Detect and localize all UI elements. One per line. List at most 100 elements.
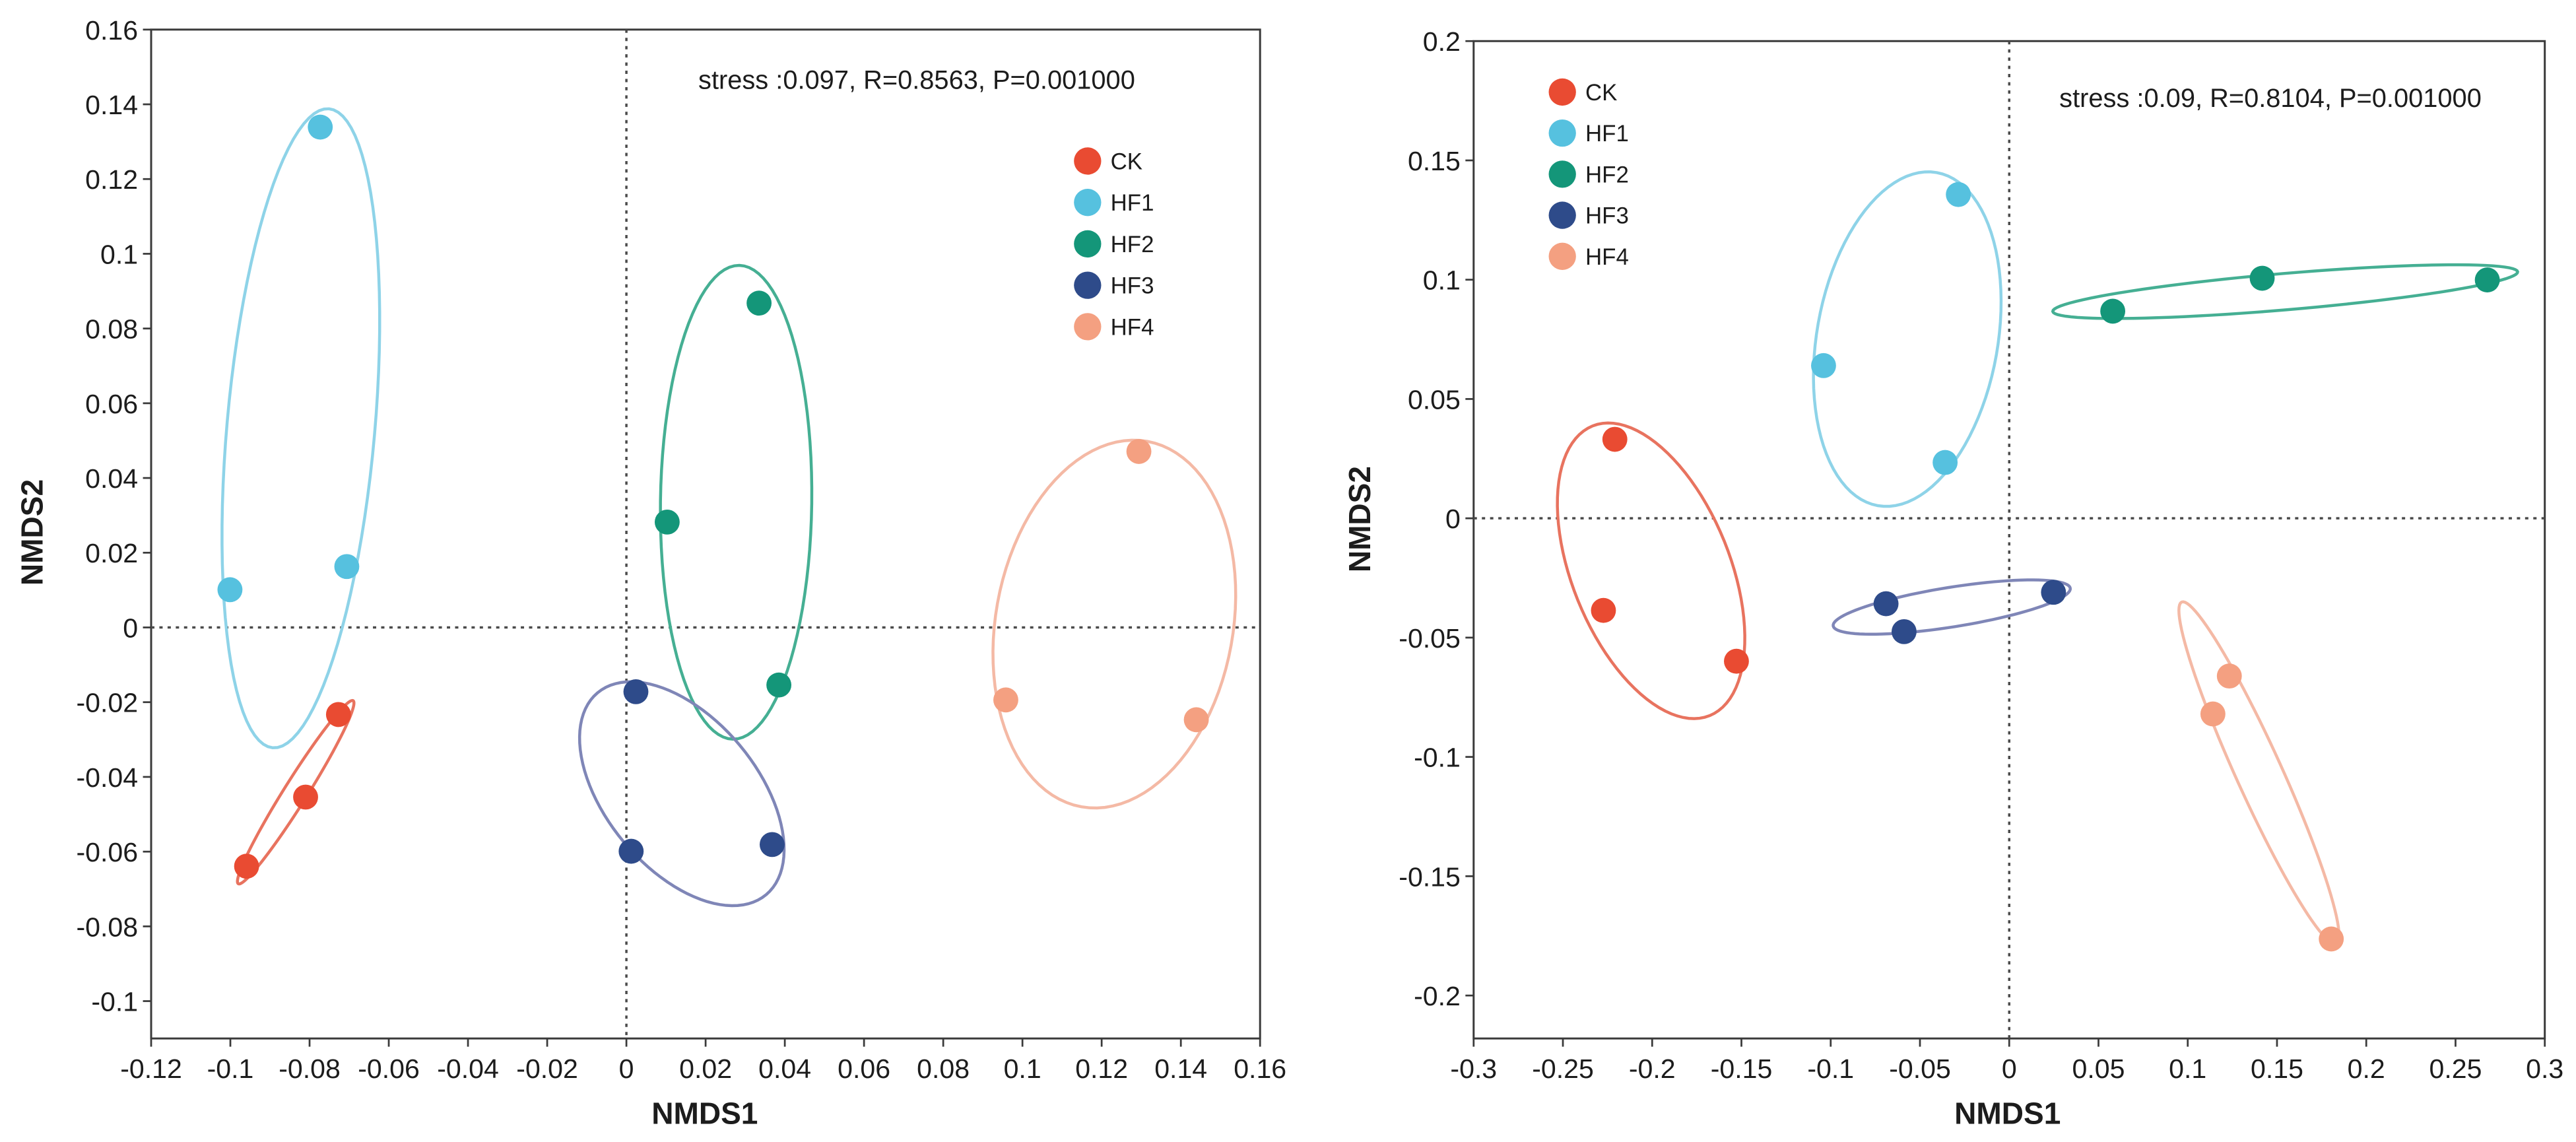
- hf4-point: [2319, 926, 2344, 952]
- legend-label-ck: CK: [1111, 149, 1142, 174]
- hf3-point: [1873, 591, 1899, 617]
- legend-label-hf1: HF1: [1585, 121, 1629, 147]
- y-tick-label: 0.14: [85, 90, 138, 120]
- x-tick-label: 0.16: [1234, 1054, 1286, 1084]
- legend-label-hf3: HF3: [1585, 203, 1629, 229]
- x-tick-label: -0.1: [207, 1054, 254, 1084]
- hf1-point: [217, 577, 243, 603]
- hf3-point: [618, 838, 644, 864]
- nmds-panel-left: -0.12 -0.1 -0.08 -0.06 -0.04 -0.02 0 0.02 0.04 0.…: [15, 15, 1286, 1131]
- legend-label-hf2: HF2: [1585, 162, 1629, 187]
- nmds-panel-right: -0.3 -0.25 -0.2 -0.15 -0.1 -0.05 0 0.05 0.1 0.15 0…: [1342, 26, 2563, 1130]
- y-tick-label: 0.1: [100, 239, 138, 269]
- y-axis-title: NMDS2: [1342, 466, 1377, 572]
- x-axis-title: NMDS1: [651, 1096, 758, 1131]
- legend-marker-hf4: [1548, 242, 1576, 270]
- x-tick-label: -0.05: [1889, 1054, 1951, 1084]
- hf1-point: [334, 554, 360, 580]
- x-tick-label: 0.1: [2169, 1054, 2206, 1084]
- y-tick-label: -0.02: [76, 688, 138, 718]
- hf4-point: [1126, 438, 1152, 464]
- x-tick-label: -0.06: [358, 1054, 420, 1084]
- y-tick-label: 0.04: [85, 463, 138, 494]
- x-tick-label: -0.25: [1532, 1054, 1594, 1084]
- y-tick-label: 0: [123, 613, 138, 643]
- ck-point: [234, 854, 259, 879]
- hf1-point: [308, 114, 333, 140]
- hf3-ellipse: [578, 680, 786, 908]
- hf3-point: [1892, 619, 1917, 644]
- y-tick-label: -0.04: [76, 762, 138, 793]
- ck-point: [325, 702, 351, 727]
- y-tick-label: 0.15: [1408, 146, 1461, 176]
- stress-annotation: stress :0.097, R=0.8563, P=0.001000: [698, 65, 1135, 94]
- ck-point: [293, 784, 318, 810]
- x-tick-label: -0.04: [437, 1054, 499, 1084]
- x-tick-label: -0.15: [1711, 1054, 1773, 1084]
- legend-label-hf3: HF3: [1111, 273, 1154, 299]
- y-tick-label: -0.2: [1414, 981, 1461, 1011]
- x-tick-label: 0.2: [2348, 1054, 2385, 1084]
- legend-marker-hf3: [1548, 201, 1576, 229]
- hf4-point: [2216, 663, 2242, 689]
- legend-marker-ck: [1548, 78, 1576, 106]
- x-tick-label: -0.12: [120, 1054, 182, 1084]
- x-axis-title: NMDS1: [1954, 1096, 2061, 1131]
- x-tick-label: -0.1: [1807, 1054, 1854, 1084]
- y-tick-label: 0.1: [1423, 265, 1461, 296]
- legend-marker-hf4: [1074, 313, 1102, 341]
- hf1-point: [1946, 182, 1971, 207]
- hf2-point: [2249, 265, 2275, 291]
- legend-label-hf4: HF4: [1585, 244, 1629, 270]
- legend-label-ck: CK: [1585, 80, 1617, 106]
- ck-point: [1591, 597, 1616, 623]
- plot-frame: [150, 28, 1261, 1040]
- legend-label-hf1: HF1: [1111, 190, 1154, 216]
- y-tick-label: 0: [1445, 504, 1461, 534]
- x-tick-label: 0.08: [917, 1054, 970, 1084]
- hf4-ellipse: [2177, 600, 2341, 946]
- x-tick-label: 0.02: [679, 1054, 732, 1084]
- x-tick-label: 0.3: [2526, 1054, 2563, 1084]
- y-tick-label: 0.16: [85, 15, 138, 46]
- hf1-ellipse: [1812, 170, 2003, 508]
- legend-marker-hf2: [1548, 160, 1576, 188]
- x-tick-label: -0.02: [516, 1054, 578, 1084]
- y-tick-label: 0.02: [85, 538, 138, 568]
- hf2-point: [654, 509, 680, 535]
- hf2-ellipse: [2051, 263, 2520, 320]
- y-tick-label: -0.08: [76, 912, 138, 942]
- x-tick-label: -0.3: [1450, 1054, 1497, 1084]
- y-tick-label: -0.06: [76, 837, 138, 867]
- x-tick-label: 0.14: [1154, 1054, 1207, 1084]
- hf2-point: [746, 290, 772, 316]
- hf4-ellipse: [991, 438, 1238, 810]
- ck-ellipse: [236, 698, 356, 886]
- hf3-point: [759, 832, 785, 857]
- y-tick-label: -0.15: [1399, 861, 1461, 892]
- x-tick-label: 0.25: [2429, 1054, 2482, 1084]
- hf1-point: [1811, 353, 1836, 378]
- y-tick-label: 0.08: [85, 314, 138, 345]
- ck-ellipse: [1556, 421, 1746, 720]
- legend-marker-ck: [1074, 147, 1102, 175]
- x-tick-label: 0.1: [1004, 1054, 1041, 1084]
- ck-point: [1724, 648, 1749, 674]
- x-tick-label: 0.04: [758, 1054, 811, 1084]
- hf3-point: [623, 679, 649, 704]
- hf2-point: [2474, 267, 2500, 292]
- x-tick-label: -0.2: [1629, 1054, 1676, 1084]
- y-axis-title: NMDS2: [15, 479, 50, 586]
- hf4-point: [993, 687, 1018, 713]
- y-tick-label: -0.05: [1399, 623, 1461, 654]
- legend-label-hf2: HF2: [1111, 232, 1154, 257]
- legend-label-hf4: HF4: [1111, 314, 1154, 340]
- x-tick-label: 0: [2002, 1054, 2017, 1084]
- y-tick-label: -0.1: [1414, 743, 1461, 773]
- y-tick-label: 0.05: [1408, 384, 1461, 415]
- x-tick-label: 0.12: [1075, 1054, 1128, 1084]
- legend: CK HF1 HF2 HF3 HF4: [1074, 147, 1154, 341]
- x-tick-label: -0.08: [279, 1054, 341, 1084]
